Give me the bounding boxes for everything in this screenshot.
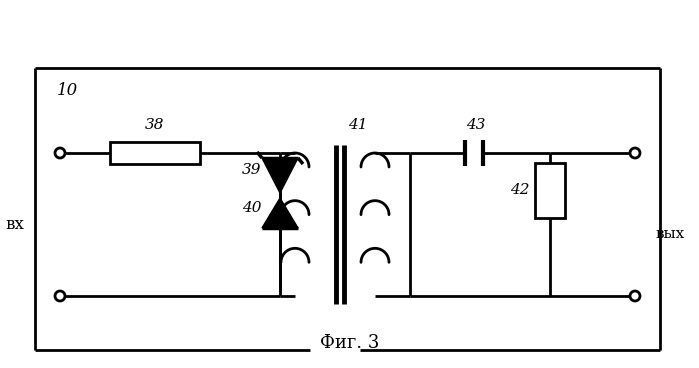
Circle shape xyxy=(630,148,640,158)
Text: 39: 39 xyxy=(243,163,261,177)
Bar xyxy=(110,142,200,164)
Text: 42: 42 xyxy=(510,184,530,198)
Circle shape xyxy=(55,291,65,301)
Text: 38: 38 xyxy=(145,118,165,132)
Text: вх: вх xyxy=(6,216,24,233)
Text: Фиг. 3: Фиг. 3 xyxy=(320,334,380,352)
Polygon shape xyxy=(262,198,298,228)
Text: вых: вых xyxy=(656,227,684,241)
Circle shape xyxy=(55,148,65,158)
Text: 43: 43 xyxy=(466,118,486,132)
Polygon shape xyxy=(262,158,298,193)
Text: 10: 10 xyxy=(57,82,78,99)
Bar xyxy=(535,163,565,218)
Text: 40: 40 xyxy=(243,201,261,215)
Circle shape xyxy=(630,291,640,301)
Text: 41: 41 xyxy=(348,118,368,132)
